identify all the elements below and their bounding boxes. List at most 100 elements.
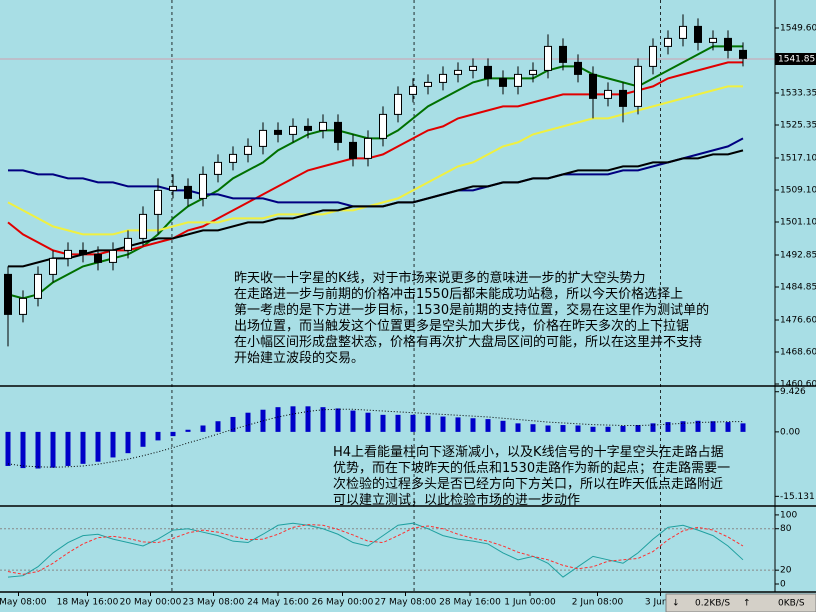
macd-bar: [140, 431, 146, 447]
status-bar: ↓ 0.2KB/S ↑ 0KB/S: [665, 593, 816, 612]
line: [7, 524, 744, 575]
status-item: 0.2KB/S: [695, 599, 730, 609]
macd-bar: [500, 420, 506, 432]
y-tick-label: 1549.60: [780, 24, 816, 34]
y-tick-label: 1501.10: [780, 218, 816, 228]
macd-bar: [110, 431, 116, 458]
candle-body: [34, 273, 42, 299]
y-tick-label: 1460.60: [780, 380, 816, 390]
candle-body: [514, 73, 522, 87]
candle-body: [424, 81, 432, 87]
x-tick-label: 20 May 00:00: [120, 598, 182, 608]
x-tick-label: 1 Jun 00:00: [504, 598, 556, 608]
candle-body: [124, 237, 132, 251]
macd-bar: [515, 423, 521, 432]
y-tick-label: 1509.10: [780, 186, 816, 196]
candle-body: [529, 69, 537, 75]
macd-bar: [20, 431, 26, 469]
macd-bar: [695, 420, 701, 432]
macd-bar: [425, 415, 431, 432]
macd-bar: [65, 431, 71, 466]
x-tick-label: 18 May 16:00: [57, 598, 119, 608]
y-tick-label: 0: [780, 579, 786, 589]
y-tick-label: 100: [780, 510, 797, 520]
macd-bar: [440, 416, 446, 432]
current-price-label: 1541.85: [778, 55, 815, 65]
candle-body: [394, 93, 402, 115]
macd-bar: [395, 414, 401, 432]
y-tick-label: 20: [780, 566, 792, 576]
macd-bar: [200, 425, 206, 432]
x-tick-label: 28 May 16:00: [439, 598, 501, 608]
candle-body: [49, 257, 57, 275]
candle-body: [469, 65, 477, 71]
candle-body: [334, 121, 342, 143]
candle-body: [349, 141, 357, 159]
candle-body: [259, 129, 267, 147]
macd-bar: [485, 419, 491, 432]
y-tick-label: 9.426: [780, 387, 806, 397]
y-tick-label: 0.00: [780, 427, 800, 437]
candle-body: [499, 77, 507, 87]
candle-body: [19, 297, 27, 315]
macd-bar: [230, 416, 236, 432]
macd-bar: [545, 425, 551, 432]
macd-bar: [275, 407, 281, 432]
x-tick-label: 7 May 08:00: [0, 598, 47, 608]
status-item: 0KB/S: [778, 599, 805, 609]
macd-bar: [650, 423, 656, 432]
y-tick-label: 1468.60: [780, 348, 816, 358]
line: [7, 45, 743, 300]
annotation: 优势，而在下坡昨天的低点和1530走路作为新的起点；在走路需要一: [333, 460, 730, 476]
x-tick-label: 27 May 08:00: [375, 598, 437, 608]
macd-bar: [380, 414, 386, 432]
download-arrow: ↓: [672, 599, 680, 609]
candle-body: [184, 185, 192, 199]
macd-bar: [170, 431, 176, 437]
macd-bar: [605, 426, 611, 432]
candle-body: [409, 85, 417, 95]
x-tick-label: 24 May 16:00: [247, 598, 309, 608]
annotation: 出场位置，而当触发这个位置更多是空头加大步伐，价格在昨天多次的上下拉锯: [234, 318, 689, 334]
candle-body: [289, 125, 297, 135]
annotation: H4上看能量柱向下逐渐减小，以及K线信号的十字星空头在走路占据: [333, 444, 724, 460]
annotation: 次检验的过程多头是否已经方向下方关口，所以在昨天低点走路附近: [333, 476, 723, 492]
y-tick-label: 1492.85: [780, 251, 816, 261]
candle-body: [379, 113, 387, 139]
candle-body: [574, 61, 582, 75]
x-tick-label: 2 Jun 08:00: [572, 598, 624, 608]
macd-bar: [50, 431, 56, 468]
macd-bar: [95, 431, 101, 462]
annotation: 开始建立波段的交易。: [234, 350, 364, 366]
macd-bar: [635, 425, 641, 432]
candle-body: [664, 37, 672, 47]
macd-bar: [35, 431, 41, 469]
annotation: 可以建立测试，以此检验市场的进一步动作: [333, 492, 580, 508]
y-tick-label: 1517.10: [780, 154, 816, 164]
candle-body: [214, 161, 222, 175]
macd-bar: [350, 410, 356, 432]
candle-body: [274, 129, 282, 135]
annotation: 在小幅区间形成盘整状态，价格有再次扩大盘局区间的可能，所以在这里并不支持: [234, 334, 702, 350]
annotation: 在走路进一步与前期的价格冲击1550后都未能成功站稳，所以今天价格选择上: [234, 286, 683, 302]
macd-bar: [185, 429, 191, 432]
macd-bar: [530, 424, 536, 432]
candle-body: [739, 49, 747, 59]
candle-body: [484, 65, 492, 79]
candle-body: [319, 121, 327, 131]
macd-bar: [365, 412, 371, 432]
macd-bar: [305, 406, 311, 432]
macd-bar: [80, 431, 86, 464]
macd-bar: [620, 425, 626, 432]
upload-arrow: ↑: [743, 599, 751, 609]
macd-bar: [335, 408, 341, 432]
candle-body: [199, 173, 207, 199]
macd-bar: [455, 417, 461, 432]
price-label-box: [775, 53, 816, 65]
y-tick-label: 1476.60: [780, 316, 816, 326]
candle-body: [244, 145, 252, 155]
macd-bar: [740, 423, 746, 432]
macd-bar: [590, 426, 596, 432]
macd-bar: [665, 422, 671, 432]
